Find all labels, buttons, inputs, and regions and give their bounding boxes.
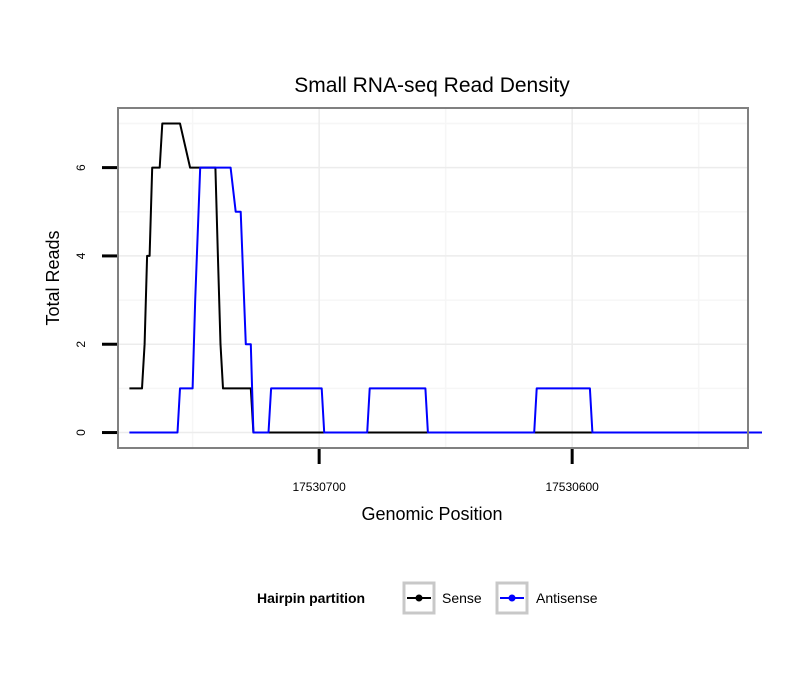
- series-layer: [129, 122, 762, 434]
- x-axis: 17530700 17530600: [292, 449, 599, 494]
- legend-label-antisense: Antisense: [536, 590, 598, 606]
- y-tick-label: 4: [74, 252, 88, 259]
- y-axis: 0 2 4 6: [74, 164, 117, 436]
- plot-border: [117, 107, 749, 449]
- x-tick-label: 17530700: [292, 480, 346, 494]
- legend-title: Hairpin partition: [257, 590, 365, 606]
- legend-dot-sense: [415, 594, 423, 602]
- legend-item-sense[interactable]: Sense: [402, 581, 482, 615]
- legend-label-sense: Sense: [442, 590, 482, 606]
- y-tick-label: 6: [74, 164, 88, 171]
- grid-minor: [118, 108, 748, 448]
- y-tick-label: 0: [74, 429, 88, 436]
- plot-background: [118, 108, 748, 448]
- x-axis-label: Genomic Position: [361, 504, 502, 524]
- y-tick-label: 2: [74, 341, 88, 348]
- legend: Hairpin partition Sense Antisense: [257, 581, 598, 615]
- chart-title: Small RNA-seq Read Density: [294, 74, 570, 97]
- series-antisense-line: [129, 166, 762, 434]
- series-sense-line: [129, 122, 762, 434]
- y-axis-label: Total Reads: [43, 230, 63, 325]
- legend-dot-antisense: [508, 594, 516, 602]
- x-tick-label: 17530600: [545, 480, 599, 494]
- legend-item-antisense[interactable]: Antisense: [495, 581, 598, 615]
